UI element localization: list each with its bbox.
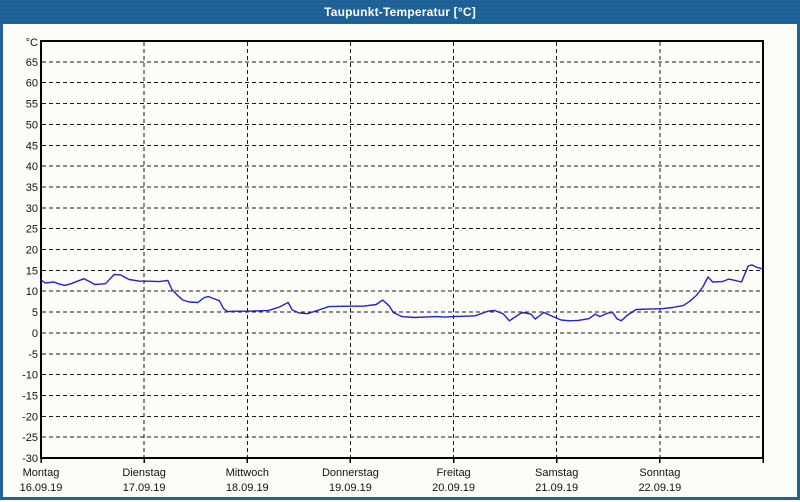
x-day-label: Freitag xyxy=(436,467,470,479)
x-day-label: Samstag xyxy=(535,467,578,479)
x-date-label: 19.09.19 xyxy=(329,482,372,494)
y-tick-label: -30 xyxy=(22,453,38,465)
y-tick-label: 20 xyxy=(26,245,38,257)
chart-canvas: °C65605550454035302520151050-5-10-15-20-… xyxy=(20,37,764,494)
y-tick-label: -20 xyxy=(22,411,38,423)
y-tick-label: 60 xyxy=(26,78,38,90)
y-tick-label: 25 xyxy=(26,224,38,236)
y-tick-label: -15 xyxy=(22,390,38,402)
x-day-label: Sonntag xyxy=(639,467,680,479)
x-day-label: Mittwoch xyxy=(226,467,269,479)
y-tick-label: 15 xyxy=(26,265,38,277)
x-day-label: Donnerstag xyxy=(322,467,379,479)
temperature-line xyxy=(40,264,763,322)
x-day-label: Montag xyxy=(23,467,60,479)
plot-border xyxy=(40,40,764,459)
x-date-label: 20.09.19 xyxy=(432,482,475,494)
y-tick-label: -25 xyxy=(22,432,38,444)
x-date-label: 16.09.19 xyxy=(20,482,63,494)
y-tick-label: -10 xyxy=(22,370,38,382)
y-tick-label: 5 xyxy=(32,307,38,319)
y-tick-label: 10 xyxy=(26,286,38,298)
y-tick-label: 45 xyxy=(26,140,38,152)
x-date-label: 18.09.19 xyxy=(226,482,269,494)
y-tick-label: 35 xyxy=(26,182,38,194)
y-tick-label: 50 xyxy=(26,119,38,131)
chart-panel: °C 65 60 55 50 45 40 35 30 25 20 15 10 5 0 -5 -10 -15 -20-… xyxy=(3,24,797,497)
x-day-label: Dienstag xyxy=(122,467,165,479)
y-tick-label: 0 xyxy=(32,328,38,340)
y-tick-label: -5 xyxy=(28,349,38,361)
y-tick-label: 40 xyxy=(26,161,38,173)
x-date-label: 17.09.19 xyxy=(123,482,166,494)
y-tick-label: 65 xyxy=(26,57,38,69)
x-date-label: 22.09.19 xyxy=(638,482,681,494)
window-title: Taupunkt-Temperatur [°C] xyxy=(324,5,476,19)
y-tick-label: 55 xyxy=(26,99,38,111)
y-tick-label: 30 xyxy=(26,203,38,215)
title-bar[interactable]: Taupunkt-Temperatur [°C] xyxy=(0,0,800,24)
x-date-label: 21.09.19 xyxy=(535,482,578,494)
y-axis-unit-label: °C xyxy=(26,37,38,49)
